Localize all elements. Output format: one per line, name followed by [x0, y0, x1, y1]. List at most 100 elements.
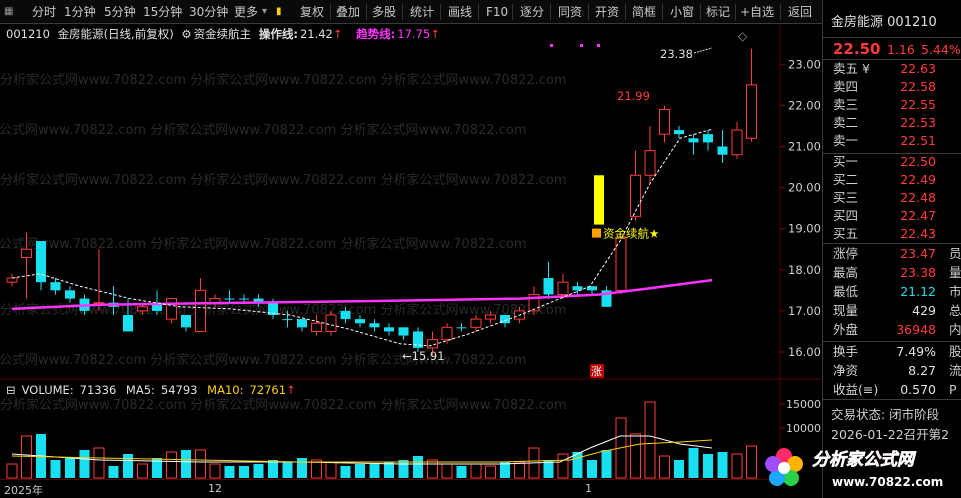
candle-body [644, 150, 656, 176]
btn-jiankuang[interactable]: 简框 [632, 5, 657, 19]
volume-bar [601, 450, 612, 478]
ask-level: 卖五 ¥ 22.63 [823, 60, 961, 78]
candle [209, 294, 221, 479]
ask-level: 卖一 22.51 [823, 132, 961, 150]
candle [325, 310, 337, 479]
candle [717, 130, 728, 478]
stat-row: 净资 8.27 流 [823, 362, 961, 380]
menu-grid-icon[interactable]: ▦ [4, 6, 14, 17]
volume-bar [65, 458, 75, 478]
collapse-icon[interactable]: ⊟ [6, 383, 16, 397]
candle [427, 331, 438, 479]
candle-body [456, 327, 467, 329]
btn-f10[interactable]: F10 [486, 5, 509, 19]
volume-bar [703, 454, 713, 478]
tab-15min[interactable]: 15分钟 [143, 5, 183, 19]
tab-30min[interactable]: 30分钟 [189, 5, 229, 19]
volume-bar [123, 454, 133, 478]
btn-duogu[interactable]: 多股 [372, 5, 397, 19]
candle [166, 298, 177, 479]
volume-bar [514, 461, 525, 479]
row-value: 0.570 [900, 382, 936, 397]
dropdown-arrow-icon[interactable]: ▾ [262, 6, 268, 17]
volume-bar [746, 445, 757, 479]
limit-up-tag [590, 364, 604, 378]
btn-fuquan[interactable]: 复权 [300, 5, 325, 19]
candle [644, 125, 656, 479]
ma10-label: MA10: [207, 383, 244, 397]
btn-tongzi[interactable]: 同资 [558, 5, 583, 19]
btn-huaxian[interactable]: 画线 [448, 5, 473, 19]
notice-text[interactable]: 2026-01-22召开第2 [831, 427, 950, 442]
candle [355, 315, 365, 478]
btn-back[interactable]: 返回 [788, 5, 813, 19]
btn-zhufen[interactable]: 逐分 [520, 5, 545, 19]
btn-biaoji[interactable]: 标记 [706, 5, 731, 19]
candle-body [601, 290, 612, 307]
candle [456, 323, 467, 478]
candle-body [340, 310, 351, 320]
kline-chart[interactable]: 23.00 22.00 21.00 20.00 19.00 18.00 17.00 16.00… [0, 24, 822, 479]
period-toolbar: ▦ 分时 1分钟 5分钟 15分钟 30分钟 更多 ▾ ▮ 复权 叠加 多股 统… [0, 0, 822, 24]
stat-row: 最低 21.12 市 [823, 283, 961, 301]
daily-marker-icon: ▮ [276, 6, 282, 17]
btn-add-favorite[interactable]: +自选 [740, 5, 775, 19]
peak-price-label: 21.99 [617, 89, 650, 103]
trend-line-label: 趋势线: [356, 27, 396, 41]
site-logo: 分析家公式网 www.70822.com [765, 448, 943, 489]
candle [746, 48, 757, 479]
stat-row: 现量 429 总 [823, 302, 961, 320]
candle-body [659, 109, 670, 135]
candle [93, 249, 105, 479]
btn-kaizi[interactable]: 开资 [595, 5, 620, 19]
ask-level: 卖三 22.55 [823, 96, 961, 114]
volume-tick-label: 10000 [786, 422, 821, 435]
date-label: 12 [208, 482, 222, 495]
tab-1min[interactable]: 1分钟 [64, 5, 96, 19]
signal-dot [580, 44, 583, 47]
candle [340, 306, 351, 478]
bid-level: 买五 22.43 [823, 225, 961, 243]
candle-body [166, 298, 177, 320]
candle [514, 306, 525, 479]
volume-bar [152, 458, 162, 478]
btn-tongji[interactable]: 统计 [410, 5, 435, 19]
candle [731, 121, 743, 479]
candle-body [572, 286, 583, 291]
gear-icon[interactable]: ⚙ [181, 27, 192, 41]
tab-5min[interactable]: 5分钟 [104, 5, 136, 19]
candle-body [746, 84, 757, 139]
volume-bar [572, 452, 583, 478]
candle-body [427, 339, 438, 349]
volume-bar [355, 464, 365, 478]
volume-bar [470, 463, 482, 479]
row-value: 22.51 [900, 133, 936, 148]
volume-bar [195, 449, 206, 479]
row-label: 买二 [833, 172, 859, 187]
tab-fenshi[interactable]: 分时 [32, 5, 57, 19]
tab-more[interactable]: 更多 [234, 5, 259, 19]
row-value: 22.55 [900, 97, 936, 112]
row-value: 23.47 [900, 246, 936, 261]
y-tick-label: 19.00 [788, 222, 821, 236]
btn-diejia[interactable]: 叠加 [336, 5, 361, 19]
candle-body [369, 323, 380, 328]
volume-bar [224, 466, 235, 478]
btn-xiaochuang[interactable]: 小窗 [670, 5, 695, 19]
volume-bar [6, 463, 18, 479]
trade-state: 交易状态: 闭市阶段 [831, 407, 940, 422]
high-arrow [693, 47, 713, 54]
row-value: 23.38 [900, 265, 936, 280]
signal-dot [550, 44, 553, 47]
candle-body [630, 174, 641, 217]
price-change-pct: 5.44% [921, 42, 961, 57]
candle [297, 319, 307, 478]
watermark: 分析家公式网www.70822.com 分析家公式网www.70822.com … [0, 397, 567, 413]
bid-level: 买二 22.49 [823, 171, 961, 189]
op-line [11, 128, 713, 347]
volume-bar [731, 453, 743, 479]
indicator-name[interactable]: 资金续航主 [193, 27, 252, 41]
candle [500, 315, 510, 478]
stat-row: 换手 7.49% 股 [823, 343, 961, 361]
bid-level: 买三 22.48 [823, 189, 961, 207]
